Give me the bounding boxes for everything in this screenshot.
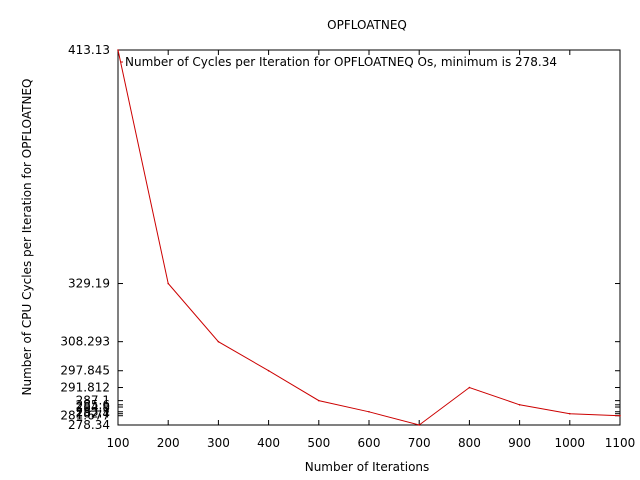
y-tick-label: 281.677 [60,409,110,423]
data-point [117,49,119,51]
x-tick-label: 700 [408,436,431,450]
x-tick-label: 800 [458,436,481,450]
x-tick-label: 600 [358,436,381,450]
x-axis-label: Number of Iterations [305,460,430,474]
series-layer [117,49,621,426]
series-line [117,49,621,426]
y-tick-label: 282.4 [76,407,110,421]
y-tick-label: 329.19 [68,277,110,291]
chart-title: OPFLOATNEQ [327,18,407,32]
legend-entry-label: Number of Cycles per Iteration for OPFLO… [125,55,557,69]
data-point [267,369,270,372]
x-tick-label: 900 [508,436,531,450]
plot-frame [117,49,621,426]
data-point [418,424,421,426]
y-axis-label: Number of CPU Cycles per Iteration for O… [20,79,34,396]
y-tick-label: 285.6 [76,398,110,412]
y-tick-label: 291.812 [60,381,110,395]
y-tick-label: 287.1 [76,394,110,408]
y-tick-label: 413.13 [68,43,110,57]
y-tick-label: 297.845 [60,364,110,378]
data-point [468,386,471,389]
data-point [619,414,621,417]
x-tick-label: 300 [207,436,230,450]
data-point [217,340,220,343]
x-tick-label: 200 [157,436,180,450]
x-tick-label: 1000 [555,436,586,450]
y-tick-label: 278.34 [68,418,110,432]
data-point [569,412,571,415]
x-tick-label: 1100 [605,436,636,450]
data-point [318,399,320,402]
x-axis-ticks: 100 200 300 400 500 600 700 800 900 1000 1100 [107,50,636,450]
y-tick-label: 283.1 [76,405,110,419]
x-tick-label: 500 [307,436,330,450]
data-point [368,410,370,413]
data-point [167,282,169,285]
y-tick-label: 308.293 [60,335,110,349]
y-tick-label: 284.8 [76,400,110,414]
x-tick-label: 400 [257,436,280,450]
x-tick-label: 100 [107,436,130,450]
y-axis-ticks: 278.34281.677282.4283.1284.8285.6287.129… [60,43,620,432]
data-point [518,404,521,406]
